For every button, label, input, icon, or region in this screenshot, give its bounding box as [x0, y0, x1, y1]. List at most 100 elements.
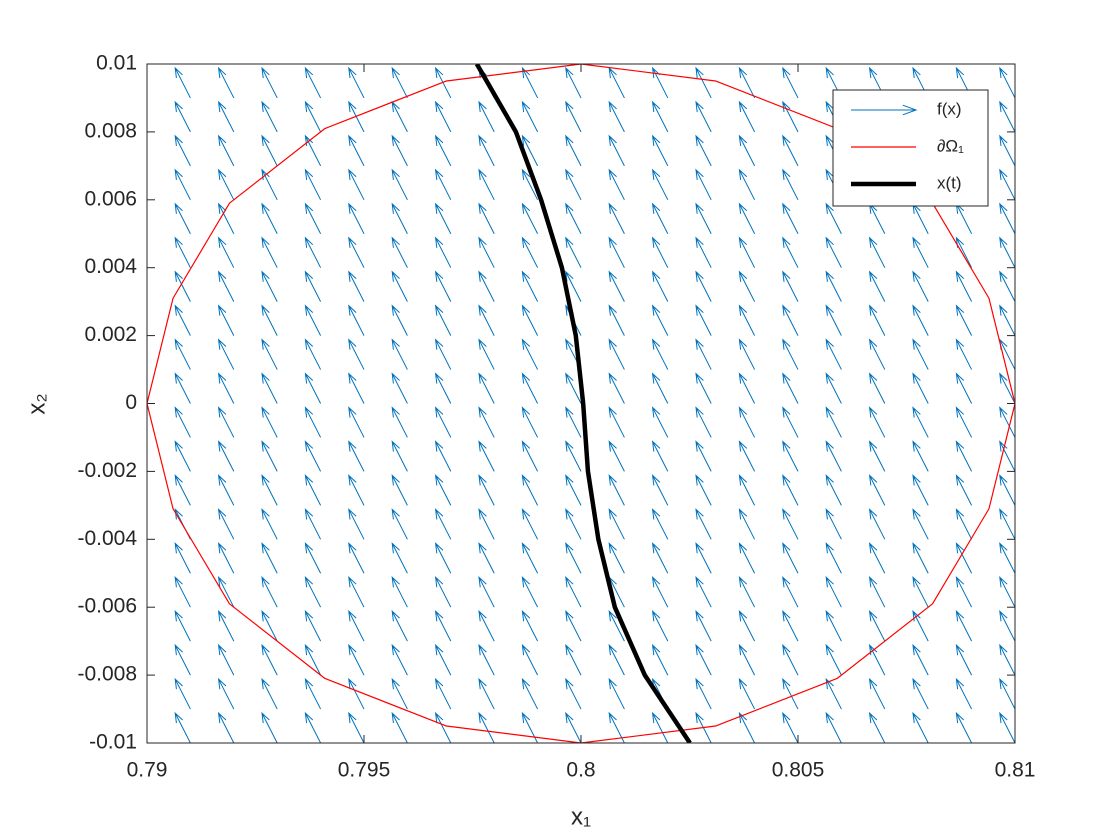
y-tick-label: -0.008	[77, 663, 137, 686]
arrow	[261, 66, 278, 99]
arrow	[999, 508, 1015, 540]
y-tick-label: -0.004	[77, 527, 137, 550]
arrow	[999, 270, 1015, 302]
arrow	[651, 440, 669, 472]
x-tick-label: 0.805	[772, 759, 825, 782]
arrow	[261, 609, 278, 642]
arrow	[884, 64, 885, 65]
arrow	[912, 236, 929, 268]
arrow	[999, 66, 1015, 99]
arrow	[478, 711, 495, 743]
arrow	[174, 304, 191, 336]
arrow	[348, 542, 365, 574]
arrow	[695, 304, 712, 336]
arrow	[651, 338, 669, 370]
arrow	[261, 338, 278, 370]
arrow	[304, 406, 322, 438]
arrow	[912, 474, 929, 506]
arrow	[782, 270, 799, 302]
arrow	[391, 711, 408, 743]
arrow	[434, 134, 452, 167]
arrow	[608, 338, 625, 370]
arrow	[695, 406, 712, 438]
y-tick-label: -0.01	[89, 731, 137, 754]
arrow	[348, 236, 365, 268]
x-tick-label: 0.79	[127, 759, 168, 782]
arrow	[217, 168, 235, 201]
arrow	[695, 643, 712, 676]
arrow	[565, 168, 582, 201]
arrow	[999, 202, 1015, 234]
arrow	[782, 542, 799, 574]
arrow	[537, 64, 538, 65]
arrow	[217, 304, 235, 336]
arrow	[797, 64, 798, 65]
arrow	[521, 66, 539, 99]
arrow	[565, 508, 582, 540]
arrow	[738, 168, 756, 201]
arrow	[782, 576, 799, 608]
arrow	[217, 100, 235, 133]
arrow	[738, 304, 756, 336]
arrow	[478, 304, 495, 336]
arrow	[565, 474, 582, 506]
arrow	[434, 643, 452, 676]
arrow	[565, 609, 582, 642]
arrow	[695, 474, 712, 506]
arrow	[999, 643, 1015, 676]
arrow	[695, 440, 712, 472]
arrow	[521, 508, 539, 540]
arrow	[651, 236, 669, 268]
arrow	[217, 270, 235, 302]
arrow	[521, 406, 539, 438]
arrow	[565, 66, 582, 99]
arrow	[304, 372, 322, 404]
arrow	[695, 134, 712, 167]
plot-content	[147, 64, 1015, 743]
arrow	[521, 338, 539, 370]
arrow	[738, 338, 756, 370]
arrow	[391, 270, 408, 302]
arrow	[565, 270, 582, 302]
arrow	[478, 474, 495, 506]
arrow	[651, 711, 669, 743]
y-tick-label: 0.01	[96, 52, 137, 75]
arrow	[261, 134, 278, 167]
x-tick-label: 0.81	[995, 759, 1036, 782]
arrow	[391, 609, 408, 642]
arrow	[955, 576, 973, 608]
arrow	[174, 406, 191, 438]
arrow	[434, 168, 452, 201]
arrow	[348, 406, 365, 438]
y-tick-label: 0.002	[84, 323, 137, 346]
arrow	[912, 711, 929, 743]
arrow	[782, 134, 799, 167]
arrow	[174, 711, 191, 743]
y-tick-label: -0.002	[77, 459, 137, 482]
y-tick-label: 0.008	[84, 119, 137, 142]
arrow	[521, 236, 539, 268]
arrow	[608, 406, 625, 438]
arrow	[651, 202, 669, 234]
arrow	[174, 66, 191, 99]
arrow	[738, 406, 756, 438]
arrow	[868, 576, 886, 608]
arrow	[695, 270, 712, 302]
arrow	[348, 508, 365, 540]
arrow	[478, 542, 495, 574]
arrow	[478, 508, 495, 540]
arrow	[565, 100, 582, 133]
arrow	[868, 270, 886, 302]
arrow	[608, 440, 625, 472]
arrow	[434, 406, 452, 438]
arrow	[434, 542, 452, 574]
arrow	[782, 66, 799, 99]
arrow	[651, 406, 669, 438]
arrow	[174, 134, 191, 167]
arrow	[912, 643, 929, 676]
arrow	[478, 643, 495, 676]
arrow	[521, 304, 539, 336]
arrow	[782, 406, 799, 438]
arrow	[478, 406, 495, 438]
arrow	[478, 440, 495, 472]
